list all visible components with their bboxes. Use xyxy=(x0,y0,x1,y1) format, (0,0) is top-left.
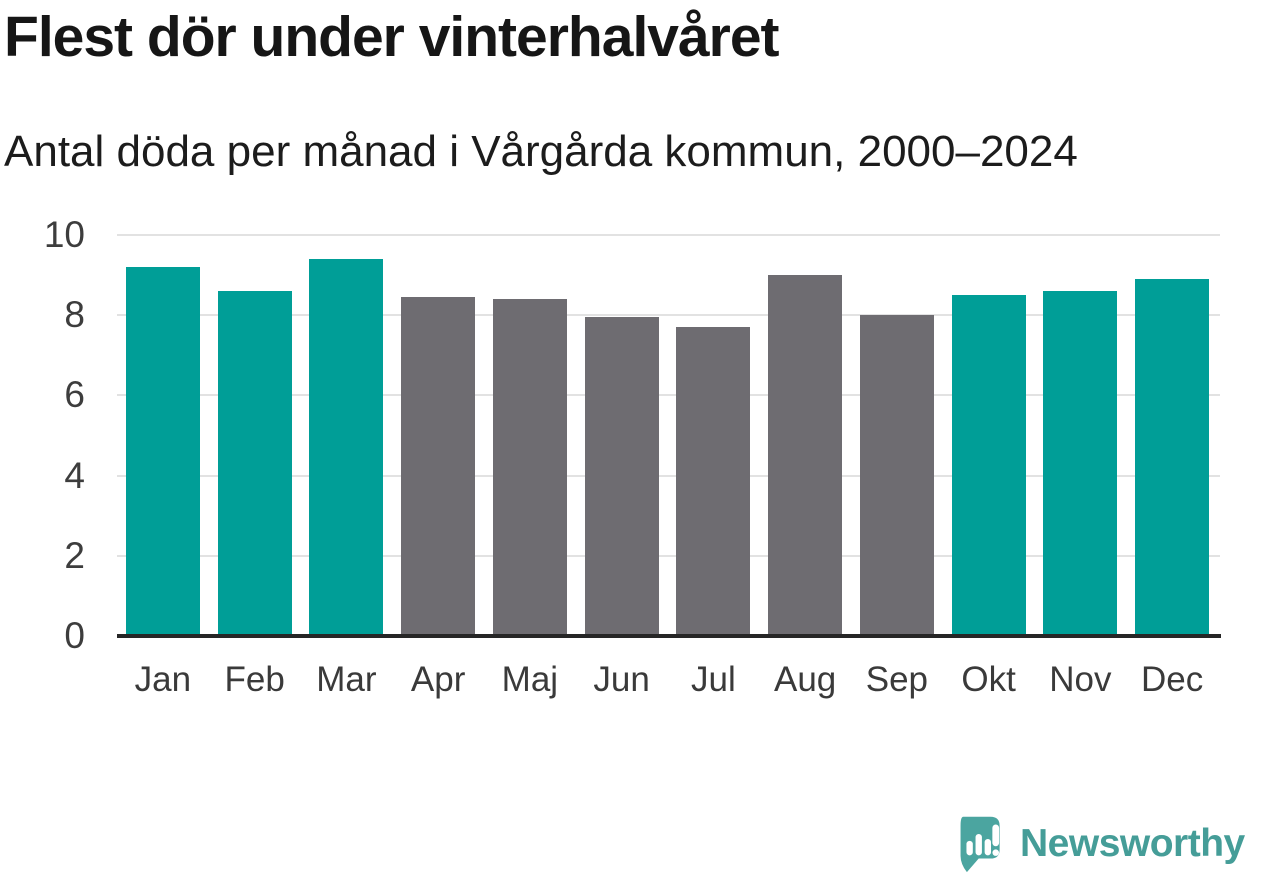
x-tick-label-feb: Feb xyxy=(224,660,285,699)
y-axis-tick-labels: 0 2 4 6 8 10 xyxy=(0,214,85,656)
y-tick-label-10: 10 xyxy=(43,214,85,255)
y-tick-label-2: 2 xyxy=(64,534,85,576)
gridline-2 xyxy=(117,554,1220,557)
bar-jan xyxy=(125,267,200,636)
x-tick-label-maj: Maj xyxy=(501,660,559,699)
y-tick-label-0: 0 xyxy=(64,615,85,656)
x-axis-line xyxy=(117,634,1221,638)
x-tick-label-jun: Jun xyxy=(593,660,650,699)
chart-title: Flest dör under vinterhalvåret xyxy=(4,5,780,69)
bar-jun xyxy=(584,317,659,636)
gridline-10 xyxy=(117,234,1220,236)
brand-footer: Newsworthy xyxy=(946,812,1245,876)
chart-subtitle: Antal döda per månad i Vårgårda kommun, … xyxy=(4,127,1078,176)
bar-sep xyxy=(859,315,934,636)
bar-dec xyxy=(1135,279,1210,636)
bar-apr xyxy=(401,297,476,636)
x-tick-label-aug: Aug xyxy=(773,660,837,699)
x-tick-label-nov: Nov xyxy=(1049,660,1112,699)
gridline-6 xyxy=(117,394,1220,397)
bar-jul xyxy=(676,327,751,636)
x-axis-tick-labels: Jan Feb Mar Apr Maj Jun Jul Aug Sep Okt Nov Dec xyxy=(117,636,1218,716)
x-tick-label-dec: Dec xyxy=(1141,660,1204,699)
x-tick-label-jul: Jul xyxy=(691,660,736,699)
x-tick-label-mar: Mar xyxy=(316,660,377,699)
x-tick-label-okt: Okt xyxy=(961,660,1016,699)
brand-name: Newsworthy xyxy=(1020,822,1245,865)
bar-maj xyxy=(492,299,567,636)
bar-chart-plot xyxy=(117,234,1220,636)
y-tick-label-8: 8 xyxy=(64,294,85,336)
bar-mar xyxy=(309,259,384,636)
bar-feb xyxy=(217,291,292,636)
y-tick-label-6: 6 xyxy=(64,374,85,416)
bar-nov xyxy=(1043,291,1118,636)
y-tick-label-4: 4 xyxy=(64,454,85,496)
gridline-4 xyxy=(117,474,1220,477)
x-tick-label-jan: Jan xyxy=(134,660,192,699)
bar-aug xyxy=(768,275,843,636)
newsworthy-logo-icon xyxy=(960,816,1000,873)
gridline-8 xyxy=(117,314,1220,317)
x-tick-label-apr: Apr xyxy=(410,660,466,699)
bar-okt xyxy=(951,295,1026,636)
x-tick-label-sep: Sep xyxy=(865,660,929,699)
